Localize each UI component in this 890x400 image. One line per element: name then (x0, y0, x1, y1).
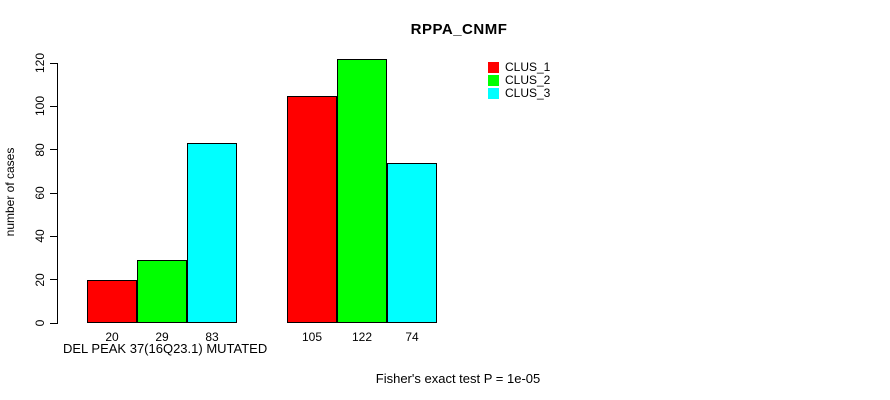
legend-label: CLUS_2 (505, 73, 551, 87)
legend-swatch-icon (488, 75, 499, 86)
legend: CLUS_1 CLUS_2 CLUS_3 (488, 61, 550, 100)
legend-label: CLUS_1 (505, 60, 551, 74)
y-tick (50, 279, 57, 281)
y-tick-label: 20 (33, 272, 47, 287)
legend-swatch-icon (488, 88, 499, 99)
y-tick (50, 149, 57, 151)
y-tick (50, 105, 57, 107)
bar-value-label: 122 (351, 330, 373, 344)
y-tick-label: 100 (33, 96, 47, 117)
bar-clus_2-group1 (137, 260, 187, 323)
y-tick-label: 120 (33, 52, 47, 74)
bar-value-label: 83 (205, 330, 219, 344)
x-axis-label: DEL PEAK 37(16Q23.1) MUTATED (63, 341, 268, 356)
legend-row-clus_3: CLUS_3 (488, 87, 550, 100)
y-tick-label: 40 (33, 229, 47, 244)
legend-swatch-icon (488, 62, 499, 73)
y-tick (50, 235, 57, 237)
legend-row-clus_2: CLUS_2 (488, 74, 550, 87)
y-tick-label: 80 (33, 142, 47, 157)
y-tick (50, 192, 57, 194)
bar-value-label: 20 (105, 330, 119, 344)
legend-row-clus_1: CLUS_1 (488, 61, 550, 74)
y-tick-label: 0 (33, 319, 47, 327)
y-axis-line (57, 63, 58, 324)
chart-title: RPPA_CNMF (410, 21, 508, 38)
footnote: Fisher's exact test P = 1e-05 (375, 371, 541, 386)
bar-clus_1-group1 (87, 279, 137, 323)
bar-clus_3-group1 (187, 143, 237, 323)
y-tick (50, 322, 57, 324)
bar-clus_3-group2 (387, 162, 437, 323)
bar-clus_1-group2 (287, 95, 337, 323)
y-tick-label: 60 (33, 186, 47, 200)
bar-value-label: 29 (155, 330, 169, 344)
y-axis-label: number of cases (3, 147, 17, 237)
bar-value-label: 105 (301, 330, 323, 344)
legend-label: CLUS_3 (505, 86, 551, 100)
bar-clus_2-group2 (337, 58, 387, 323)
bar-value-label: 74 (405, 330, 419, 344)
y-tick (50, 62, 57, 64)
